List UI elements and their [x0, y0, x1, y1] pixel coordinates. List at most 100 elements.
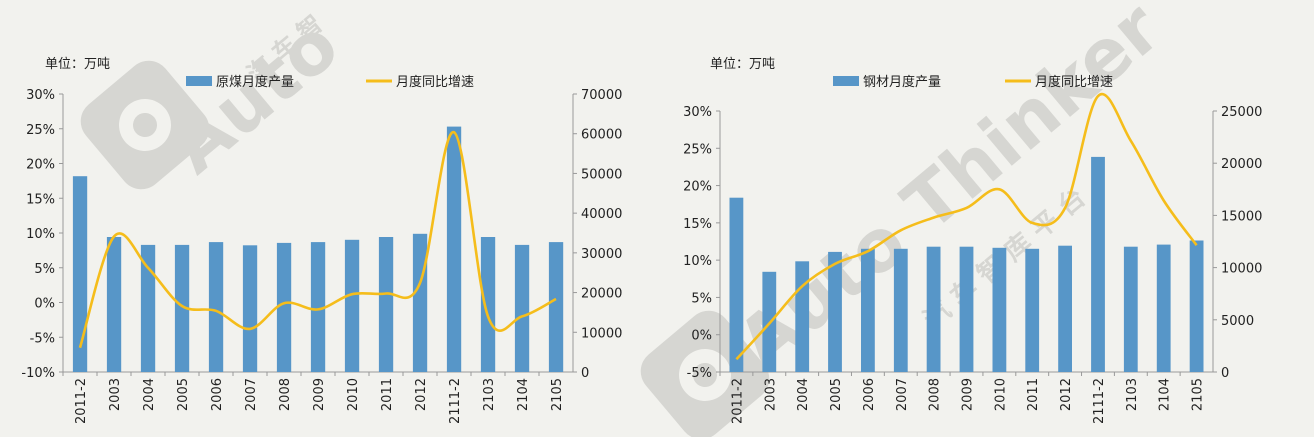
y-right-tick-label: 5000: [1221, 314, 1254, 329]
x-tick-label: 2111-2: [1092, 378, 1107, 424]
bar: [276, 242, 292, 372]
bar: [795, 261, 810, 372]
y-right-tick-label: 0: [581, 366, 589, 381]
y-left-tick-label: 15%: [683, 217, 712, 232]
y-left-tick-label: 10%: [26, 227, 55, 242]
x-tick-label: 2009: [961, 378, 976, 411]
unit-label: 单位：万吨: [710, 57, 775, 72]
y-left-tick-label: 10%: [683, 254, 712, 269]
bar: [926, 246, 941, 372]
y-left-tick-label: 30%: [26, 88, 55, 103]
eye-icon: [133, 113, 157, 137]
watermark-text-right: Auto Thinker: [722, 0, 1177, 386]
watermark-logo-left: [80, 60, 210, 190]
x-tick-label: 2003: [108, 378, 123, 411]
bar: [548, 242, 564, 372]
x-tick-label: 2012: [1059, 378, 1074, 411]
bar: [1189, 240, 1204, 372]
x-tick-label: 2003: [763, 378, 778, 411]
unit-label: 单位：万吨: [45, 57, 110, 72]
x-tick-label: 2105: [1191, 378, 1206, 411]
y-right-tick-label: 20000: [1221, 157, 1262, 172]
growth-line: [78, 130, 557, 349]
legend-label-bar: 钢材月度产量: [863, 74, 941, 90]
bar: [242, 245, 258, 372]
bar: [861, 248, 875, 372]
bar: [140, 244, 156, 372]
y-left-tick-label: 25%: [26, 123, 55, 138]
x-tick-label: 2104: [1158, 378, 1173, 411]
y-left-tick-label: 5%: [34, 262, 55, 277]
x-tick-label: 2006: [210, 378, 225, 411]
x-tick-label: 2010: [346, 378, 361, 411]
y-left-tick-label: -5%: [30, 331, 55, 346]
bar: [729, 197, 744, 372]
bar: [446, 126, 462, 372]
y-right-tick-label: 50000: [581, 167, 622, 182]
growth-line: [735, 92, 1198, 361]
bar: [106, 237, 122, 372]
legend-swatch-bar: [186, 76, 212, 86]
x-tick-label: 2008: [278, 378, 293, 411]
bar: [514, 244, 530, 372]
y-left-tick-label: 0%: [691, 329, 712, 344]
x-tick-label: 2004: [142, 378, 157, 411]
x-tick-label: 2008: [928, 378, 943, 411]
legend-label-line: 月度同比增速: [396, 74, 474, 90]
x-tick-label: 2103: [482, 378, 497, 411]
y-left-tick-label: 20%: [26, 158, 55, 173]
x-tick-label: 2011-2: [74, 378, 89, 424]
y-right-tick-label: 0: [1221, 366, 1229, 381]
y-left-tick-label: 5%: [691, 291, 712, 306]
legend-label-bar: 原煤月度产量: [216, 74, 294, 90]
bar: [992, 247, 1007, 372]
bar: [344, 239, 360, 372]
y-right-tick-label: 20000: [581, 287, 622, 302]
x-tick-label: 2010: [993, 378, 1008, 411]
legend-label-line: 月度同比增速: [1035, 74, 1113, 90]
x-tick-label: 2103: [1125, 378, 1140, 411]
y-right-tick-label: 70000: [581, 88, 622, 103]
bar: [959, 246, 974, 372]
x-tick-label: 2007: [895, 378, 910, 411]
y-right-tick-label: 10000: [581, 326, 622, 341]
x-tick-label: 2006: [862, 378, 877, 411]
x-tick-label: 2105: [550, 378, 565, 411]
bar: [412, 233, 428, 372]
x-tick-label: 2012: [414, 378, 429, 411]
y-left-tick-label: 25%: [683, 142, 712, 157]
y-right-tick-label: 15000: [1221, 209, 1262, 224]
x-tick-label: 2005: [176, 378, 191, 411]
eye-icon: [693, 363, 717, 387]
y-left-tick-label: 15%: [26, 192, 55, 207]
y-right-tick-label: 30000: [581, 247, 622, 262]
bar: [1058, 245, 1072, 372]
bar: [208, 242, 224, 372]
x-tick-label: 2004: [796, 378, 811, 411]
x-tick-label: 2011: [380, 378, 395, 411]
bar: [1025, 248, 1040, 372]
y-right-tick-label: 60000: [581, 128, 622, 143]
bar: [72, 176, 88, 372]
y-left-tick-label: 30%: [683, 105, 712, 120]
bar: [174, 244, 190, 372]
x-tick-label: 2009: [312, 378, 327, 411]
bar: [1156, 244, 1171, 372]
y-right-tick-label: 10000: [1221, 262, 1262, 277]
x-tick-label: 2005: [829, 378, 844, 411]
bar: [828, 251, 842, 372]
x-tick-label: 2011-2: [730, 378, 745, 424]
x-tick-label: 2111-2: [448, 378, 463, 424]
x-tick-label: 2011: [1026, 378, 1041, 411]
bar: [378, 237, 394, 372]
x-tick-label: 2104: [516, 378, 531, 411]
bar: [1123, 246, 1138, 372]
y-left-tick-label: -5%: [687, 366, 712, 381]
y-left-tick-label: -10%: [21, 366, 55, 381]
bar: [893, 248, 908, 372]
bar: [1091, 156, 1105, 372]
legend-swatch-bar: [833, 76, 859, 86]
